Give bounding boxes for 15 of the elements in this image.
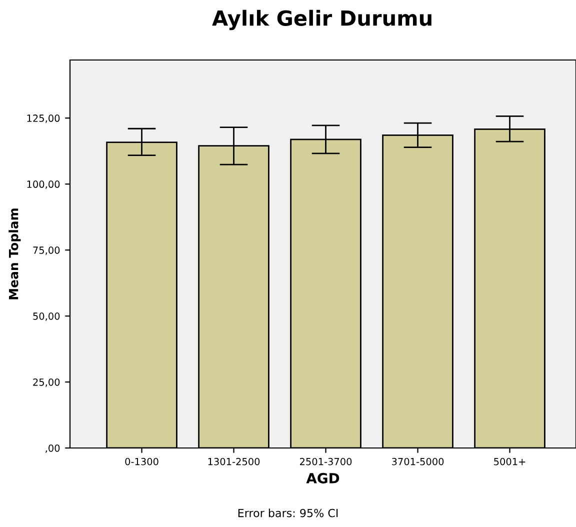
chart-title: Aylık Gelir Durumu (212, 10, 432, 30)
y-axis-title: Mean Toplam (8, 208, 21, 300)
y-tick-label: 125,00 (27, 114, 60, 123)
x-axis-title: AGD (306, 472, 340, 484)
x-tick-label: 0-1300 (125, 458, 158, 466)
text: Error bars: 95% CI (238, 508, 338, 518)
x-tick-label: 2501-3700 (300, 458, 352, 466)
y-tick-label: 50,00 (33, 312, 60, 321)
y-tick-label: 100,00 (27, 180, 60, 189)
y-tick-label: ,00 (46, 444, 60, 453)
x-tick-label: 5001+ (494, 458, 526, 466)
y-tick-label: 75,00 (33, 246, 60, 255)
y-tick-label: 25,00 (33, 378, 60, 387)
x-tick-label: 1301-2500 (208, 458, 260, 466)
x-tick-label: 3701-5000 (392, 458, 444, 466)
